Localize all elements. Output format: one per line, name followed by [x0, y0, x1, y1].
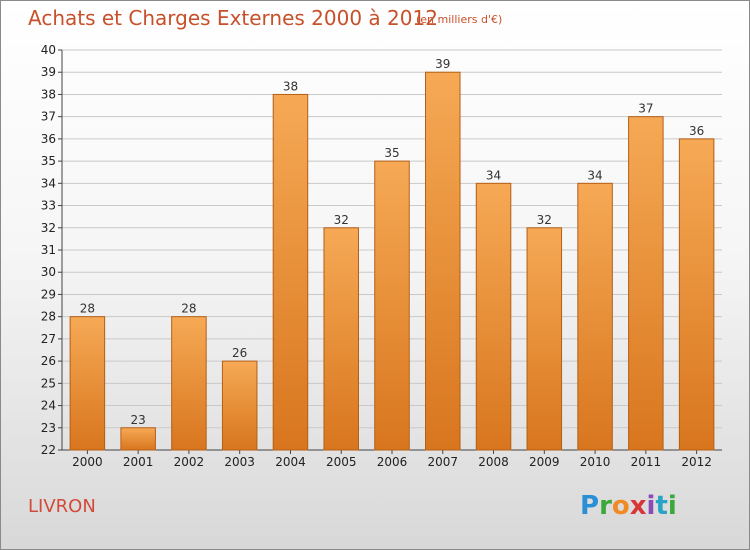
- bar-2003: [221, 360, 258, 451]
- chart-subtitle: (en milliers d'€): [416, 13, 503, 26]
- x-tick-label-2003: 2003: [224, 455, 255, 469]
- bar-2002: [171, 316, 207, 451]
- bar-2004: [272, 93, 309, 451]
- x-tick-label-2005: 2005: [326, 455, 357, 469]
- data-label-2004: 38: [283, 79, 298, 93]
- x-tick-label-2000: 2000: [72, 455, 103, 469]
- y-tick-label: 30: [41, 265, 56, 279]
- data-label-2008: 34: [486, 168, 501, 182]
- y-tick-label: 40: [41, 43, 56, 57]
- y-tick-label: 24: [41, 399, 56, 413]
- data-label-2009: 32: [537, 213, 552, 227]
- y-tick-label: 27: [41, 332, 56, 346]
- logo-wordmark: Proxiti: [580, 491, 677, 521]
- y-tick-label: 23: [41, 421, 56, 435]
- y-tick-label: 22: [41, 443, 56, 457]
- data-label-2011: 37: [638, 102, 653, 116]
- bars: [69, 71, 715, 451]
- x-tick-label-2010: 2010: [580, 455, 611, 469]
- data-label-2001: 23: [131, 413, 146, 427]
- x-tick-label-2006: 2006: [377, 455, 408, 469]
- x-tick-label-2012: 2012: [681, 455, 712, 469]
- y-tick-label: 25: [41, 376, 56, 390]
- bar-2001: [120, 427, 156, 451]
- y-tick-label: 28: [41, 310, 56, 324]
- x-tick-label-2009: 2009: [529, 455, 560, 469]
- y-tick-label: 32: [41, 221, 56, 235]
- x-tick-label-2011: 2011: [631, 455, 662, 469]
- location-label: LIVRON: [28, 496, 96, 517]
- x-tick-label-2007: 2007: [427, 455, 458, 469]
- x-tick-label-2002: 2002: [174, 455, 205, 469]
- y-tick-label: 33: [41, 199, 56, 213]
- y-tick-label: 26: [41, 354, 56, 368]
- data-label-2007: 39: [435, 57, 450, 71]
- y-tick-label: 38: [41, 87, 56, 101]
- x-tick-label-2004: 2004: [275, 455, 306, 469]
- data-label-2000: 28: [80, 302, 95, 316]
- y-tick-label: 37: [41, 110, 56, 124]
- data-label-2012: 36: [689, 124, 704, 138]
- bar-2012: [678, 138, 715, 451]
- data-label-2003: 26: [232, 346, 247, 360]
- data-label-2005: 32: [334, 213, 349, 227]
- y-tick-label: 29: [41, 287, 56, 301]
- bar-2007: [425, 71, 461, 451]
- bar-2010: [577, 182, 613, 451]
- proxiti-logo[interactable]: Proxiti: [580, 488, 690, 524]
- x-tick-label-2001: 2001: [123, 455, 154, 469]
- y-tick-label: 39: [41, 65, 56, 79]
- x-tick-label-2008: 2008: [478, 455, 509, 469]
- bar-2009: [526, 227, 563, 451]
- chart-title: Achats et Charges Externes 2000 à 2012: [28, 6, 438, 30]
- data-label-2002: 28: [181, 302, 196, 316]
- bar-2011: [628, 116, 664, 451]
- labels: 22 23 24 25 26 27 28 29 30 31 32 33 34 35 36 37 38 39 40 28…: [41, 43, 712, 469]
- y-tick-label: 35: [41, 154, 56, 168]
- y-tick-label: 34: [41, 176, 56, 190]
- y-tick-label: 31: [41, 243, 56, 257]
- bar-2008: [475, 182, 512, 451]
- bar-2000: [69, 316, 106, 451]
- data-label-2010: 34: [587, 168, 602, 182]
- y-tick-label: 36: [41, 132, 56, 146]
- bar-2006: [374, 160, 410, 451]
- bar-2005: [323, 227, 359, 451]
- data-label-2006: 35: [384, 146, 399, 160]
